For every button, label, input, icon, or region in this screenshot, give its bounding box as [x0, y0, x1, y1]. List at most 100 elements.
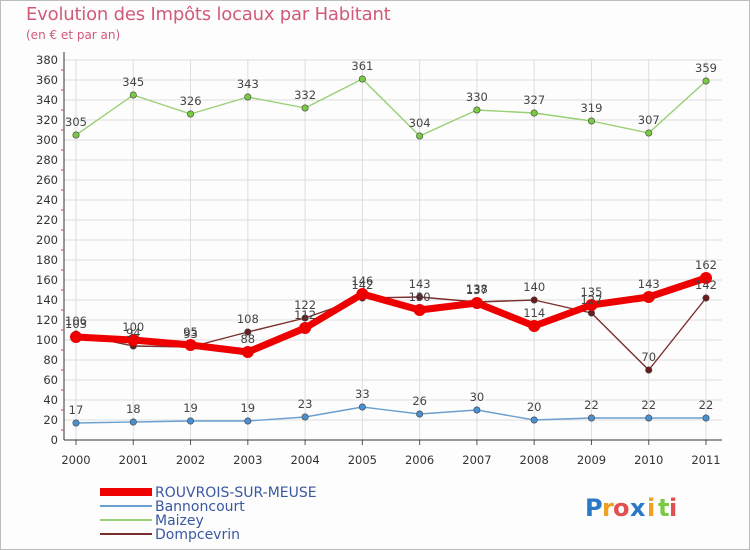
data-label: 130	[409, 290, 431, 304]
data-point	[72, 419, 80, 427]
data-label: 327	[523, 93, 545, 107]
data-point	[184, 339, 197, 351]
data-point	[129, 418, 137, 426]
series-line-maizey	[75, 78, 707, 137]
y-tick-label: 240	[36, 193, 58, 207]
data-label: 135	[580, 285, 602, 299]
data-label: 17	[69, 403, 84, 417]
data-point	[416, 132, 424, 140]
data-point	[702, 77, 710, 85]
y-tick-label: 380	[36, 53, 58, 67]
data-point	[700, 272, 712, 284]
data-point	[241, 346, 254, 358]
data-point	[187, 110, 195, 118]
logo-letter: i	[647, 494, 655, 522]
chart-subtitle: (en € et par an)	[26, 28, 121, 42]
x-tick-label: 2005	[348, 453, 377, 467]
logo-letter: t	[658, 494, 669, 522]
y-tick-label: 0	[51, 433, 58, 447]
data-label: 18	[126, 402, 141, 416]
grid-lines	[64, 59, 722, 441]
x-tick-label: 2008	[520, 453, 549, 467]
data-label: 103	[65, 317, 87, 331]
data-label: 122	[294, 298, 316, 312]
data-point	[470, 297, 483, 309]
legend: ROUVROIS-SUR-MEUSEBannoncourtMaizeyDompc…	[100, 485, 317, 543]
data-label: 23	[298, 397, 313, 411]
logo-letter: o	[613, 494, 630, 522]
data-label: 93	[183, 327, 198, 341]
data-label: 146	[351, 274, 373, 288]
data-label: 26	[412, 394, 427, 408]
data-label: 108	[237, 312, 259, 326]
data-point	[645, 129, 653, 137]
y-tick-label: 200	[36, 233, 58, 247]
x-tick-label: 2011	[691, 453, 720, 467]
data-point	[702, 294, 710, 302]
y-tick-label: 40	[43, 393, 58, 407]
x-tick-label: 2001	[119, 453, 148, 467]
data-label: 143	[638, 277, 660, 291]
data-label: 345	[122, 75, 144, 89]
x-tick-label: 2010	[634, 453, 663, 467]
y-tick-label: 160	[36, 273, 58, 287]
data-point	[416, 410, 424, 418]
x-tick-label: 2009	[577, 453, 606, 467]
data-point	[358, 75, 366, 83]
data-point	[642, 291, 655, 303]
data-point	[645, 366, 653, 374]
data-label: 127	[580, 293, 602, 307]
x-tick-label: 2006	[405, 453, 434, 467]
x-tick-label: 2000	[61, 453, 90, 467]
data-point	[528, 320, 541, 332]
x-tick-label: 2004	[290, 453, 319, 467]
data-label: 137	[466, 283, 488, 297]
y-tick-label: 360	[36, 73, 58, 87]
data-point	[301, 104, 309, 112]
data-label: 142	[695, 278, 717, 292]
y-tick-label: 320	[36, 113, 58, 127]
data-point	[473, 406, 481, 414]
data-label: 140	[523, 280, 545, 294]
data-label: 22	[699, 398, 714, 412]
data-label: 361	[351, 59, 373, 73]
data-label: 106	[65, 314, 87, 328]
y-tick-label: 340	[36, 93, 58, 107]
chart-title: Evolution des Impôts locaux par Habitant	[26, 4, 391, 25]
logo-letter: i	[669, 494, 677, 522]
series-line-dompcevrin	[75, 296, 707, 371]
legend-label: Dompcevrin	[155, 527, 240, 543]
logo-letter: x	[630, 494, 646, 522]
data-label: 95	[183, 325, 198, 339]
y-tick-label: 140	[36, 293, 58, 307]
y-tick-label: 260	[36, 173, 58, 187]
data-label: 332	[294, 88, 316, 102]
data-labels: 103 100 95 88 112 146 130 137 114 135 143 162 17 18 19…	[65, 59, 717, 417]
data-point	[530, 416, 538, 424]
data-label: 20	[527, 400, 542, 414]
data-point	[244, 328, 252, 336]
data-point	[72, 131, 80, 139]
legend-label: Maizey	[155, 513, 204, 529]
data-point	[129, 91, 137, 99]
data-label: 162	[695, 258, 717, 272]
data-point	[645, 414, 653, 422]
y-tick-label: 120	[36, 313, 58, 327]
y-tick-label: 300	[36, 133, 58, 147]
data-point	[301, 413, 309, 421]
x-tick-label: 2003	[233, 453, 262, 467]
data-label: 88	[240, 332, 255, 346]
logo-letter: r	[602, 494, 614, 522]
data-label: 142	[351, 278, 373, 292]
legend-label: Bannoncourt	[155, 499, 245, 515]
data-point	[530, 296, 538, 304]
series-line-bannoncourt	[75, 406, 706, 424]
data-label: 138	[466, 282, 488, 296]
data-point	[416, 293, 424, 301]
data-label: 143	[409, 277, 431, 291]
data-label: 304	[409, 116, 431, 130]
data-label: 19	[183, 401, 198, 415]
y-tick-label: 60	[43, 373, 58, 387]
x-tick-label: 2002	[176, 453, 205, 467]
